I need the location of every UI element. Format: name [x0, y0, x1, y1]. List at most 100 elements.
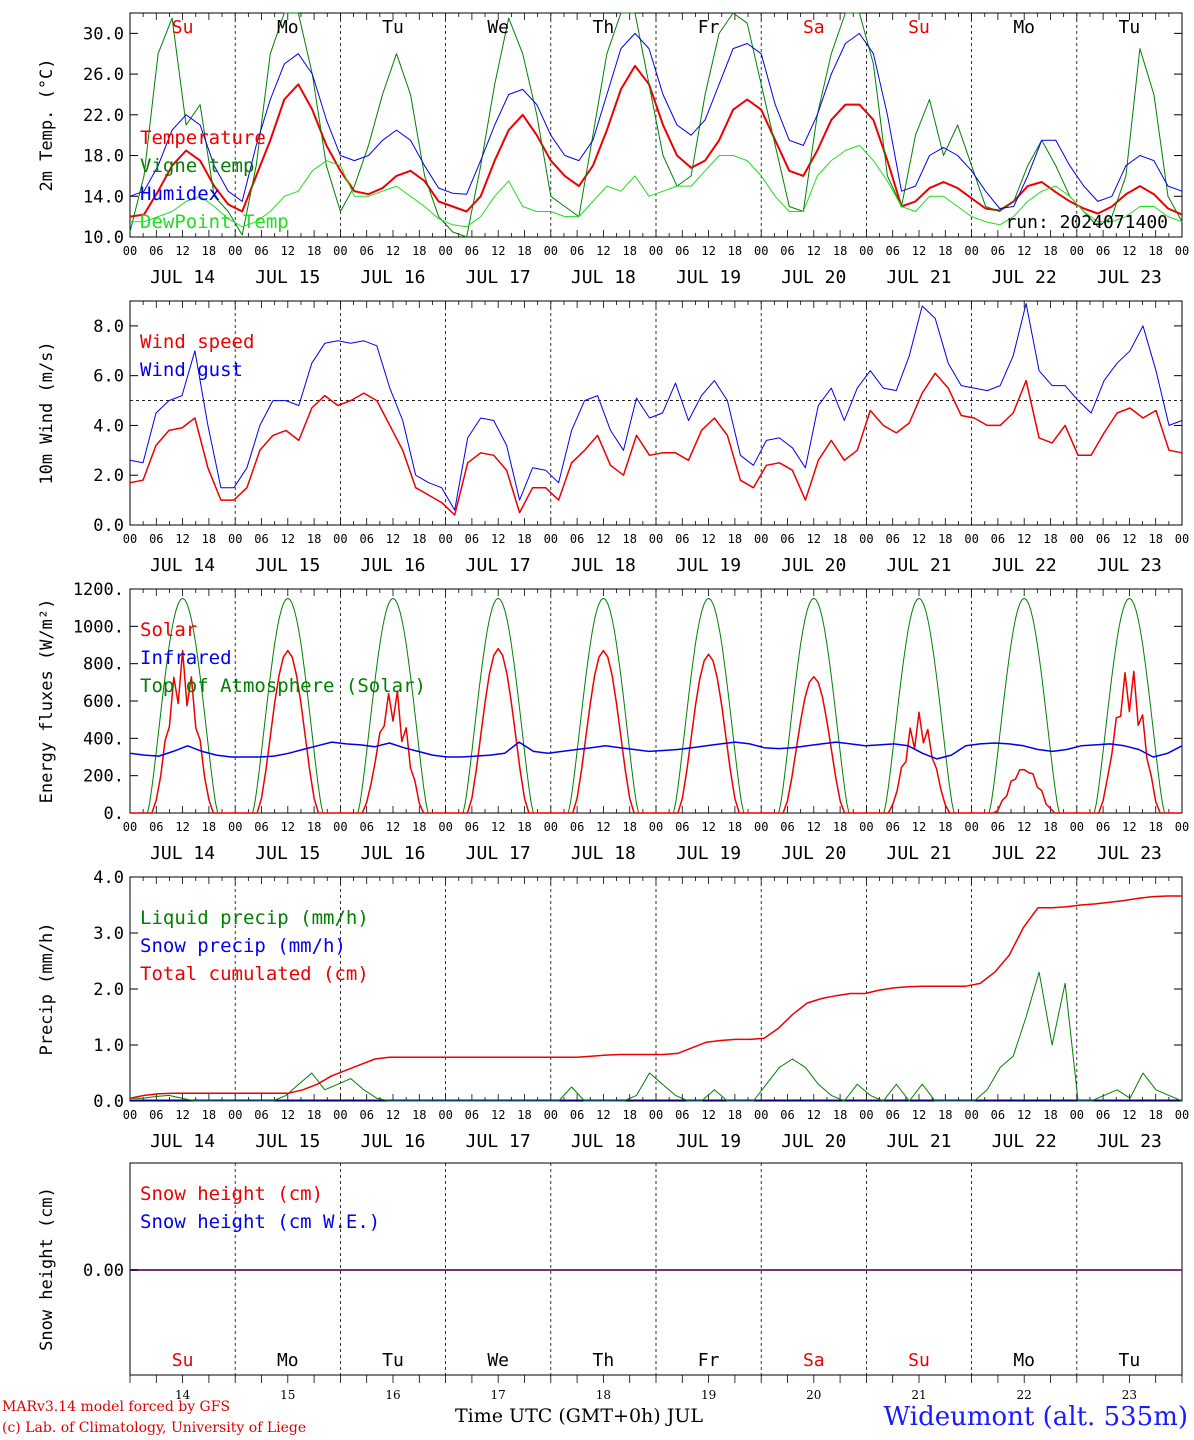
- hour-tick-label: 00: [1070, 1108, 1084, 1122]
- y-tick-label: 0.: [104, 804, 124, 824]
- hour-tick-label: 12: [175, 244, 189, 258]
- hour-tick-label: 12: [1017, 244, 1031, 258]
- hour-tick-label: 12: [1122, 820, 1136, 834]
- series-line: [129, 32, 1183, 209]
- hour-tick-label: 18: [517, 1108, 531, 1122]
- hour-tick-label: 00: [1070, 532, 1084, 546]
- hour-tick-label: 06: [149, 1108, 163, 1122]
- hour-tick-label: 06: [991, 244, 1005, 258]
- hour-tick-label: 18: [938, 532, 952, 546]
- date-label: JUL 20: [781, 555, 846, 576]
- weekday-label: Sa: [803, 17, 825, 38]
- weekday-label: Tu: [1119, 1350, 1141, 1371]
- lab-credit: (c) Lab. of Climatology, University of L…: [2, 1420, 307, 1436]
- weekday-label: Su: [908, 17, 930, 38]
- weekday-label: Mo: [277, 17, 299, 38]
- legend-entry: Humidex: [140, 183, 220, 205]
- hour-tick-label: 00: [438, 532, 452, 546]
- hour-tick-label: 12: [386, 244, 400, 258]
- hour-tick-label: 06: [675, 244, 689, 258]
- panel-frame: [129, 300, 1183, 526]
- hour-tick-label: 12: [281, 1108, 295, 1122]
- date-label: JUL 18: [571, 555, 636, 576]
- legend-entry: Snow precip (mm/h): [140, 935, 346, 957]
- hour-tick-label: 18: [728, 532, 742, 546]
- hour-tick-label: 06: [465, 532, 479, 546]
- hour-tick-label: 12: [386, 532, 400, 546]
- hour-tick-label: 18: [307, 532, 321, 546]
- hour-tick-label: 00: [1175, 1108, 1189, 1122]
- hour-tick-label: 12: [701, 244, 715, 258]
- y-tick-label: 30.0: [83, 24, 124, 44]
- weekday-label: Fr: [698, 1350, 720, 1371]
- series-line: [130, 144, 1183, 228]
- hour-tick-label: 00: [859, 820, 873, 834]
- hour-tick-label: 12: [807, 820, 821, 834]
- hour-tick-label: 00: [859, 532, 873, 546]
- hour-tick-label: 00: [649, 244, 663, 258]
- hour-tick-label: 06: [1096, 244, 1110, 258]
- y-tick-label: 10.0: [83, 228, 124, 248]
- hour-tick-label: 00: [333, 1108, 347, 1122]
- date-label: JUL 17: [466, 267, 531, 288]
- hour-tick-label: 18: [1043, 1108, 1057, 1122]
- hour-tick-label: 18: [833, 820, 847, 834]
- hour-tick-label: 12: [1122, 244, 1136, 258]
- hour-tick-label: 00: [544, 244, 558, 258]
- liquid-precip-line: [130, 971, 1183, 1102]
- hour-tick-label: 00: [333, 820, 347, 834]
- day-number: 19: [701, 1388, 716, 1402]
- y-tick-label: 26.0: [83, 65, 124, 85]
- legend-entry: Vigne temp: [140, 155, 254, 177]
- day-number: 21: [911, 1388, 926, 1402]
- date-label: JUL 23: [1097, 555, 1162, 576]
- y-axis-label: Precip (mm/h): [37, 922, 57, 1055]
- hour-tick-label: 18: [517, 532, 531, 546]
- hour-tick-label: 12: [281, 532, 295, 546]
- model-credit: MARv3.14 model forced by GFS: [2, 1399, 231, 1415]
- hour-tick-label: 12: [386, 820, 400, 834]
- hour-tick-label: 18: [517, 244, 531, 258]
- hour-tick-label: 12: [912, 244, 926, 258]
- legend-entry: Total cumulated (cm): [140, 963, 369, 985]
- hour-tick-label: 18: [1148, 1108, 1162, 1122]
- hour-tick-label: 06: [570, 532, 584, 546]
- date-label: JUL 16: [360, 267, 425, 288]
- hour-tick-label: 00: [859, 244, 873, 258]
- hour-tick-label: 06: [359, 820, 373, 834]
- date-label: JUL 21: [886, 1131, 951, 1152]
- hour-tick-label: 06: [359, 244, 373, 258]
- date-label: JUL 23: [1097, 843, 1162, 864]
- infrared-line: [129, 741, 1183, 760]
- hour-tick-label: 18: [1148, 244, 1162, 258]
- hour-tick-label: 06: [254, 532, 268, 546]
- hour-tick-label: 06: [675, 820, 689, 834]
- hour-tick-label: 18: [202, 820, 216, 834]
- y-axis-label: Energy fluxes (W/m²): [37, 599, 57, 804]
- legend-entry: Wind gust: [140, 359, 243, 381]
- hour-tick-label: 06: [885, 532, 899, 546]
- hour-tick-label: 18: [622, 820, 636, 834]
- date-label: JUL 21: [886, 267, 951, 288]
- hour-tick-label: 12: [1017, 532, 1031, 546]
- hour-tick-label: 18: [412, 244, 426, 258]
- hour-tick-label: 06: [254, 820, 268, 834]
- weekday-label: Mo: [277, 1350, 299, 1371]
- hour-tick-label: 12: [175, 1108, 189, 1122]
- hour-tick-label: 18: [622, 244, 636, 258]
- y-tick-label: 8.0: [93, 317, 124, 337]
- hour-tick-label: 18: [307, 1108, 321, 1122]
- hour-tick-label: 06: [991, 532, 1005, 546]
- y-axis-label: 2m Temp. (°C): [37, 58, 57, 191]
- hour-tick-label: 00: [964, 532, 978, 546]
- hour-tick-label: 18: [833, 244, 847, 258]
- hour-tick-label: 12: [912, 1108, 926, 1122]
- hour-tick-label: 06: [149, 532, 163, 546]
- legend-entry: Top of Atmosphere (Solar): [140, 675, 426, 697]
- series-line: [129, 12, 1183, 238]
- legend-entry: Snow height (cm W.E.): [140, 1211, 380, 1233]
- date-label: JUL 14: [150, 843, 215, 864]
- hour-tick-label: 12: [596, 1108, 610, 1122]
- hour-tick-label: 00: [1070, 244, 1084, 258]
- legend-entry: Temperature: [140, 127, 266, 149]
